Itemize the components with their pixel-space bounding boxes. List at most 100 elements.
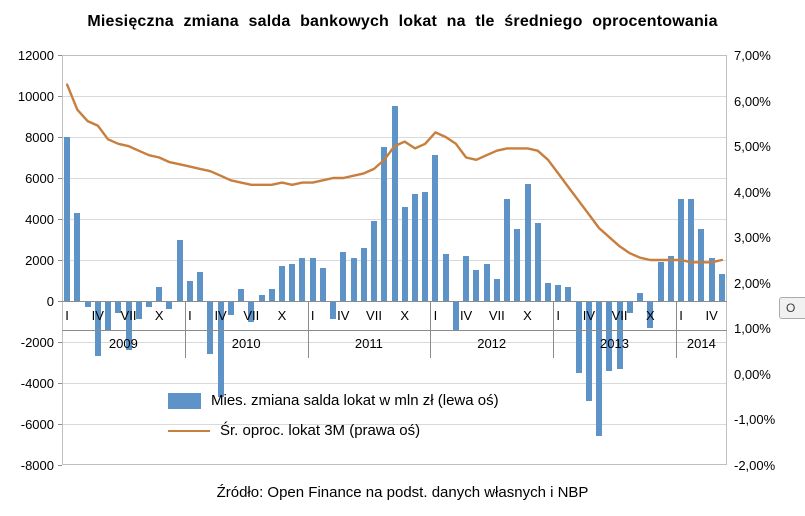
legend-bars-label: Mies. zmiana salda lokat w mln zł (lewa … <box>211 392 499 409</box>
left-axis-tick <box>58 137 62 138</box>
left-axis-label: 6000 <box>25 171 54 186</box>
left-axis-tick <box>58 219 62 220</box>
deposit-bar <box>227 301 234 316</box>
deposit-bar <box>217 301 224 398</box>
month-tick-label: I <box>188 308 192 323</box>
deposit-bar <box>708 257 715 301</box>
deposit-bar <box>657 262 664 301</box>
left-axis-label: 0 <box>46 294 54 309</box>
deposit-bar <box>299 257 306 301</box>
month-tick-label: X <box>645 308 655 323</box>
chart-title: Miesięczna zmiana salda bankowych lokat … <box>87 13 718 30</box>
year-label: 2014 <box>686 336 716 351</box>
chart-area-tooltip: O <box>779 297 805 319</box>
deposit-bar <box>135 301 142 320</box>
left-axis-tick <box>58 383 62 384</box>
deposit-bar <box>432 155 439 301</box>
deposit-bar <box>442 253 449 301</box>
category-axis-line <box>62 330 727 331</box>
deposit-bar <box>463 255 470 301</box>
month-tick-label: IV <box>582 308 596 323</box>
line-series-swatch <box>168 429 210 432</box>
deposit-bar <box>309 257 316 301</box>
year-separator <box>430 301 432 358</box>
month-tick-label: IV <box>705 308 718 323</box>
deposit-bar <box>647 301 654 328</box>
legend-item-bars: Mies. zmiana salda lokat w mln zł (lewa … <box>168 392 499 409</box>
deposit-bar <box>452 301 459 330</box>
year-separator <box>553 301 555 358</box>
deposit-bar <box>626 301 633 314</box>
left-axis-tick <box>58 260 62 261</box>
right-axis-label: 3,00% <box>734 230 771 246</box>
legend-line-label: Śr. oproc. lokat 3M (prawa oś) <box>220 422 421 439</box>
right-axis-label: -2,00% <box>734 458 776 473</box>
deposit-bar <box>156 286 163 301</box>
deposit-bar <box>371 221 377 301</box>
month-tick-label: X <box>277 308 287 323</box>
right-axis-label: 6,00% <box>734 93 771 109</box>
month-tick-label: I <box>310 308 315 323</box>
deposit-bar <box>330 301 337 320</box>
deposit-bar <box>197 272 204 301</box>
deposit-bar <box>360 247 367 301</box>
deposit-bar <box>596 301 603 437</box>
source-caption: Źródło: Open Finance na podst. danych wł… <box>216 484 589 501</box>
deposit-bar <box>94 301 101 357</box>
deposit-bar <box>637 292 643 301</box>
deposit-bar <box>248 301 255 322</box>
month-tick-label: VII <box>366 308 382 323</box>
gridline <box>62 383 727 384</box>
left-axis-label: -8000 <box>20 458 54 473</box>
deposit-bar <box>493 278 500 301</box>
deposit-bar <box>534 223 541 301</box>
deposit-bar <box>412 194 418 301</box>
right-axis-label: 0,00% <box>734 366 771 382</box>
left-axis-tick <box>58 301 62 302</box>
deposit-bar <box>64 137 71 301</box>
deposit-bar <box>606 301 613 371</box>
month-tick-label: IV <box>214 308 227 323</box>
deposit-bar <box>74 212 81 301</box>
left-axis-label: 12000 <box>17 48 54 63</box>
bar-series-swatch <box>168 392 201 409</box>
right-axis-label: 5,00% <box>734 139 771 155</box>
deposit-bar <box>105 301 111 330</box>
month-tick-label: IV <box>459 308 473 323</box>
left-axis-tick <box>58 342 62 343</box>
legend-item-line: Śr. oproc. lokat 3M (prawa oś) <box>168 422 499 439</box>
year-separator <box>675 301 677 358</box>
deposit-bar <box>555 284 562 301</box>
left-axis-label: -6000 <box>20 417 54 432</box>
month-tick-label: X <box>400 308 410 323</box>
deposit-bar <box>718 274 725 301</box>
deposit-bar <box>186 280 193 301</box>
left-axis-label: -4000 <box>20 376 54 391</box>
right-axis-label: 7,00% <box>734 48 771 63</box>
year-label: 2009 <box>108 336 138 351</box>
right-axis-label: 4,00% <box>734 184 771 200</box>
gridline <box>62 424 727 425</box>
deposit-bar <box>524 184 531 301</box>
deposit-bar <box>401 206 408 301</box>
deposit-bar <box>289 264 296 301</box>
month-tick-label: X <box>523 308 532 323</box>
left-axis-tick <box>58 465 62 466</box>
deposit-bar <box>698 229 705 302</box>
left-axis-tick <box>58 96 62 97</box>
right-axis-label: 1,00% <box>734 321 771 337</box>
deposit-bar <box>575 301 582 373</box>
year-label: 2010 <box>231 336 261 351</box>
deposit-bar <box>585 301 592 402</box>
left-axis-tick <box>58 424 62 425</box>
month-tick-label: VII <box>611 308 628 323</box>
month-tick-label: VII <box>488 308 505 323</box>
zero-axis-line <box>62 301 727 302</box>
deposit-bar <box>504 198 510 301</box>
deposit-bar <box>545 282 551 301</box>
deposit-bar <box>473 270 480 302</box>
deposit-bar <box>319 268 326 301</box>
deposit-bar <box>422 192 429 301</box>
month-tick-label: IV <box>337 308 350 323</box>
